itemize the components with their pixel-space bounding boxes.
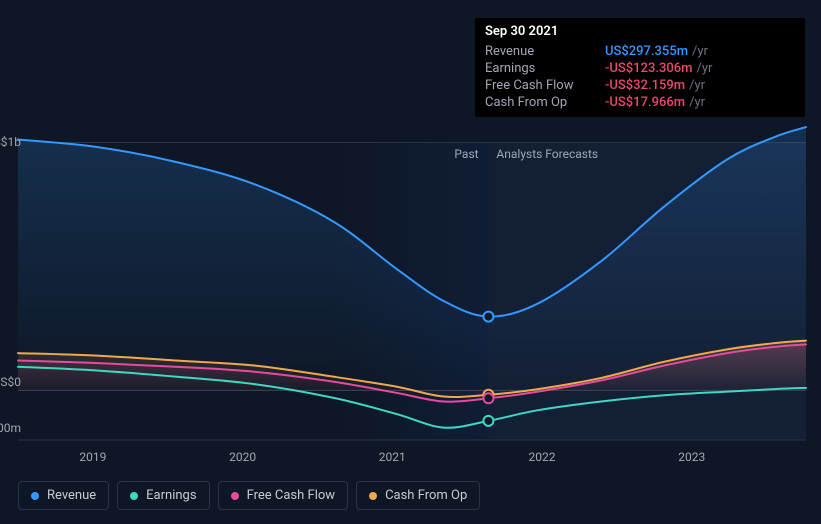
tooltip-row-value: US$297.355m	[605, 44, 688, 59]
tooltip-row: Cash From Op-US$17.966m/yr	[485, 94, 795, 111]
legend-item-label: Free Cash Flow	[247, 488, 335, 503]
x-axis-tick-label: 2020	[229, 450, 256, 464]
legend-item-label: Cash From Op	[385, 488, 467, 503]
tooltip-row: RevenueUS$297.355m/yr	[485, 43, 795, 60]
tooltip-row-label: Earnings	[485, 61, 605, 76]
tooltip-row: Earnings-US$123.306m/yr	[485, 60, 795, 77]
y-axis-tick-label: -US$200m	[0, 421, 21, 435]
tooltip-row: Free Cash Flow-US$32.159m/yr	[485, 77, 795, 94]
y-axis-tick-label: US$1b	[0, 135, 21, 149]
forecast-region-label: Analysts Forecasts	[496, 147, 598, 161]
legend-item-free-cash-flow[interactable]: Free Cash Flow	[218, 481, 348, 510]
legend-dot-icon	[369, 492, 377, 500]
past-region-label: Past	[454, 147, 478, 161]
tooltip-row-value: -US$123.306m	[605, 61, 692, 76]
financial-chart: Sep 30 2021 RevenueUS$297.355m/yrEarning…	[0, 0, 821, 524]
tooltip-row-value: -US$17.966m	[605, 95, 685, 110]
tooltip-row-label: Cash From Op	[485, 95, 605, 110]
legend-item-revenue[interactable]: Revenue	[18, 481, 109, 510]
tooltip-row-label: Free Cash Flow	[485, 78, 605, 93]
y-axis-tick-label: US$0	[0, 375, 21, 389]
tooltip-row-value: -US$32.159m	[605, 78, 685, 93]
x-axis-tick-label: 2021	[379, 450, 406, 464]
tooltip-date: Sep 30 2021	[485, 24, 795, 39]
tooltip-row-unit: /yr	[692, 44, 708, 59]
tooltip-row-unit: /yr	[689, 95, 705, 110]
legend-item-earnings[interactable]: Earnings	[117, 481, 209, 510]
legend-item-label: Revenue	[47, 488, 96, 503]
legend: Revenue Earnings Free Cash Flow Cash From O…	[18, 481, 480, 510]
x-axis-tick-label: 2019	[79, 450, 106, 464]
data-tooltip: Sep 30 2021 RevenueUS$297.355m/yrEarning…	[475, 18, 805, 117]
legend-dot-icon	[231, 492, 239, 500]
legend-dot-icon	[130, 492, 138, 500]
legend-item-cash-from-op[interactable]: Cash From Op	[356, 481, 480, 510]
chart-svg	[18, 142, 806, 440]
legend-dot-icon	[31, 492, 39, 500]
plot-area[interactable]	[18, 142, 806, 440]
legend-item-label: Earnings	[146, 488, 196, 503]
x-axis-tick-label: 2023	[678, 450, 705, 464]
tooltip-row-label: Revenue	[485, 44, 605, 59]
tooltip-row-unit: /yr	[696, 61, 712, 76]
tooltip-row-unit: /yr	[689, 78, 705, 93]
x-axis-tick-label: 2022	[529, 450, 556, 464]
